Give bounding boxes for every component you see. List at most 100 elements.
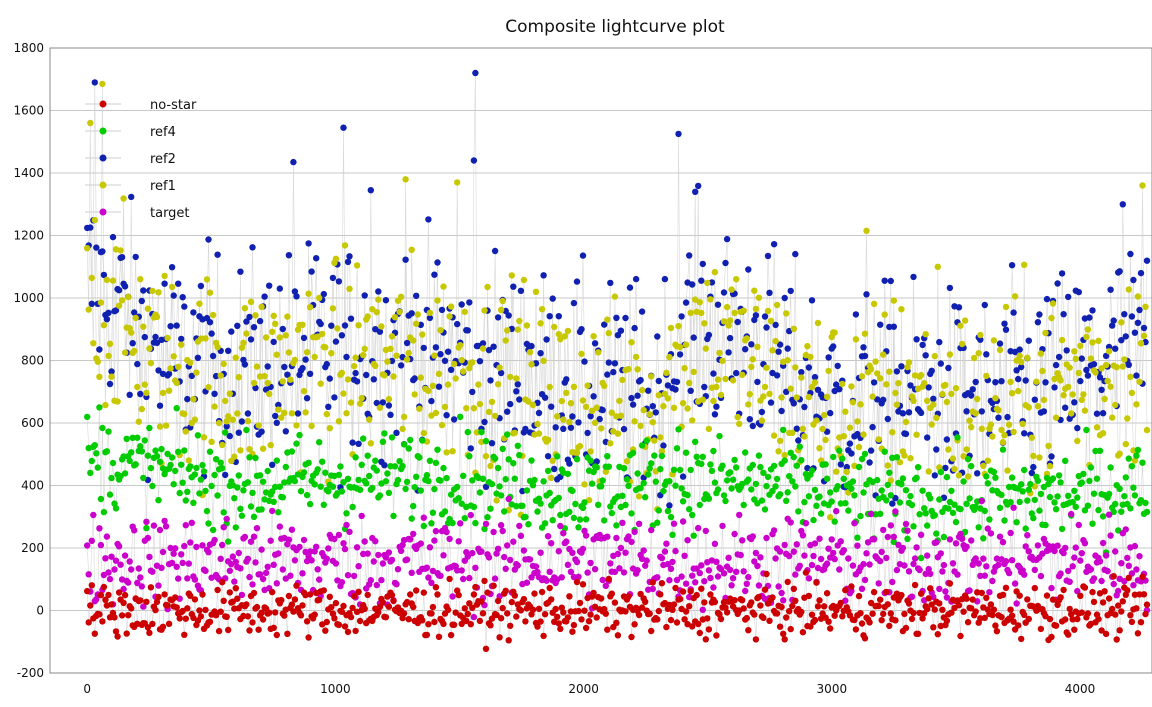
data-point-target <box>790 548 797 555</box>
data-point-ref2 <box>276 285 283 292</box>
data-point-ref1 <box>968 423 975 431</box>
data-point-ref2 <box>1110 317 1117 324</box>
data-point-target <box>775 583 782 590</box>
data-point-no-star <box>446 575 453 583</box>
data-point-ref1 <box>588 407 596 414</box>
x-tick-label: 3000 <box>817 682 848 696</box>
data-point-target <box>426 544 434 551</box>
data-point-no-star <box>998 613 1005 621</box>
data-point-ref2 <box>214 251 221 258</box>
data-point-no-star <box>305 634 312 641</box>
data-point-ref4 <box>181 447 188 454</box>
data-point-ref4 <box>937 468 944 476</box>
data-point-no-star <box>517 607 525 614</box>
data-point-target <box>867 510 875 518</box>
data-point-target <box>808 561 816 569</box>
data-point-ref2 <box>946 284 954 292</box>
data-point-ref4 <box>595 501 602 508</box>
data-point-no-star <box>529 606 537 613</box>
data-point-no-star <box>155 593 162 601</box>
data-point-ref1 <box>1119 363 1127 370</box>
data-point-ref4 <box>514 442 521 449</box>
data-point-no-star <box>943 617 951 624</box>
data-point-target <box>323 555 330 562</box>
data-point-no-star <box>476 617 484 625</box>
data-point-ref1 <box>484 283 491 291</box>
data-point-ref1 <box>1028 434 1036 441</box>
data-point-ref2 <box>933 446 940 453</box>
data-point-ref2 <box>469 388 476 396</box>
data-point-ref1 <box>717 391 725 399</box>
data-point-no-star <box>928 601 935 608</box>
data-point-ref1 <box>581 481 588 488</box>
data-point-ref2 <box>464 327 471 334</box>
data-point-ref4 <box>164 450 171 457</box>
data-point-ref4 <box>921 505 928 512</box>
data-point-ref4 <box>793 462 800 469</box>
data-point-no-star <box>1115 602 1122 609</box>
y-tick-label: 200 <box>21 541 44 555</box>
data-point-ref2 <box>537 350 544 357</box>
data-point-ref2 <box>749 422 756 430</box>
data-point-no-star <box>164 602 171 609</box>
legend-marker <box>99 100 107 108</box>
data-point-ref1 <box>682 341 690 348</box>
data-point-ref2 <box>1074 424 1081 432</box>
data-point-ref1 <box>347 399 355 406</box>
data-point-ref2 <box>601 321 608 328</box>
data-point-target <box>300 536 308 544</box>
data-point-no-star <box>570 621 578 629</box>
data-point-target <box>105 569 112 576</box>
data-point-ref2 <box>454 320 461 328</box>
data-point-ref2 <box>161 280 168 287</box>
data-point-ref1 <box>1011 293 1019 300</box>
data-point-no-star <box>1102 630 1110 638</box>
data-point-ref1 <box>681 365 688 372</box>
data-point-no-star <box>253 603 261 611</box>
data-point-no-star <box>701 599 708 606</box>
data-point-ref1 <box>931 352 938 360</box>
data-point-target <box>937 550 944 557</box>
data-point-ref1 <box>607 440 614 447</box>
data-point-no-star <box>1112 611 1119 618</box>
data-point-ref2 <box>425 216 432 223</box>
data-point-ref1 <box>980 462 987 469</box>
data-point-ref2 <box>281 363 288 371</box>
data-point-no-star <box>808 611 816 618</box>
data-point-no-star <box>340 602 347 610</box>
data-point-target <box>905 568 913 575</box>
data-point-ref2 <box>899 410 907 417</box>
data-point-target <box>740 568 747 575</box>
data-point-ref1 <box>725 322 732 329</box>
data-point-ref1 <box>168 283 176 291</box>
data-point-ref1 <box>1024 354 1031 361</box>
data-point-ref4 <box>384 470 391 477</box>
data-point-no-star <box>861 635 869 642</box>
data-point-ref1 <box>502 337 509 344</box>
data-point-ref1 <box>1133 401 1140 408</box>
data-point-ref4 <box>441 508 449 515</box>
data-point-ref1 <box>743 335 750 342</box>
data-point-ref2 <box>197 282 205 290</box>
data-point-ref2 <box>175 280 182 287</box>
data-point-ref1 <box>646 411 653 418</box>
data-point-ref1 <box>147 359 155 367</box>
data-point-no-star <box>199 591 206 598</box>
data-point-ref4 <box>238 512 246 519</box>
data-point-ref4 <box>581 499 588 506</box>
data-point-no-star <box>625 593 632 600</box>
data-point-ref1 <box>217 372 224 379</box>
data-point-no-star <box>108 601 115 608</box>
data-point-ref1 <box>793 394 800 401</box>
data-point-target <box>1105 511 1113 518</box>
data-point-ref2 <box>266 282 273 289</box>
data-point-ref4 <box>886 469 893 476</box>
data-point-ref1 <box>441 403 449 411</box>
data-point-ref4 <box>541 520 549 527</box>
data-point-no-star <box>146 629 153 637</box>
data-point-no-star <box>931 606 938 613</box>
data-point-ref4 <box>501 508 508 515</box>
data-point-no-star <box>902 624 910 632</box>
data-point-ref1 <box>881 311 888 318</box>
data-point-ref4 <box>158 445 165 453</box>
